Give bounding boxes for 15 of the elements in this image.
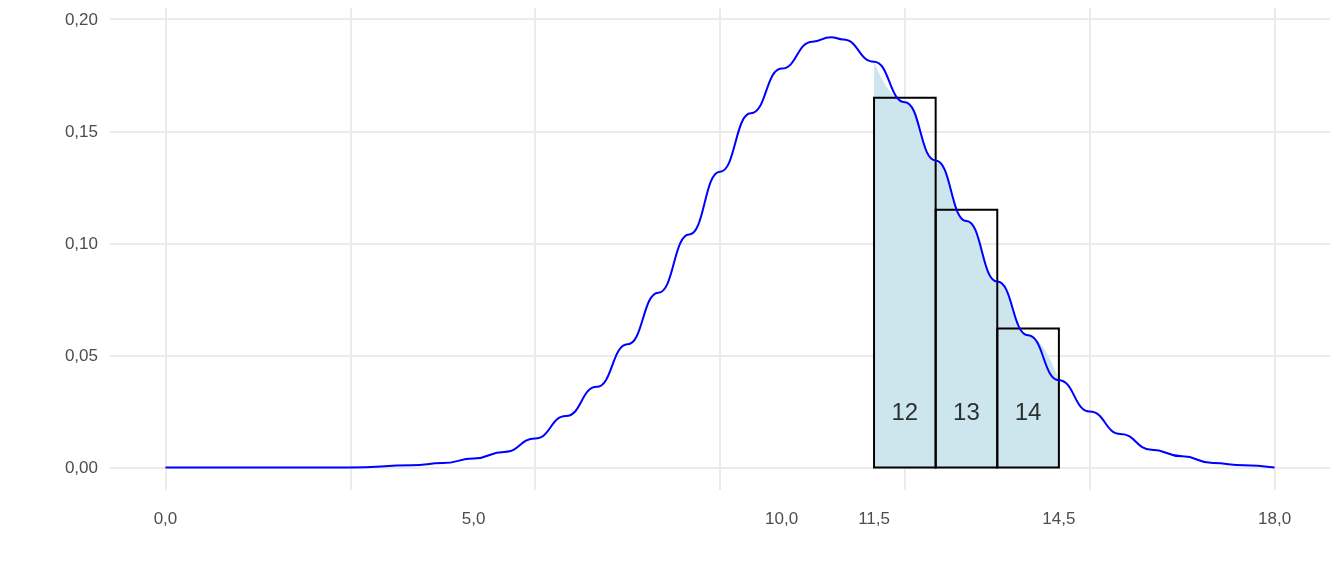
x-tick-label: 0,0 [153, 509, 178, 528]
line-series [164, 36, 1276, 469]
y-tick-label: 0,10 [64, 233, 98, 253]
y-tick-label: 0,20 [64, 9, 98, 29]
y-tick-label: 0,15 [64, 121, 98, 141]
y-tick-label: 0,00 [64, 458, 98, 478]
x-tick-label: 14,5 [1042, 509, 1076, 528]
x-tick-label: 5,0 [461, 509, 486, 528]
x-tick-label: 18,0 [1258, 509, 1292, 528]
x-tick-label: 11,5 [858, 509, 890, 528]
annotation: 14 [1014, 398, 1042, 426]
x-tick-label: 10,0 [765, 509, 799, 528]
annotation: 12 [891, 398, 919, 426]
y-tick-label: 0,05 [64, 345, 98, 365]
annotation: 13 [953, 398, 980, 426]
